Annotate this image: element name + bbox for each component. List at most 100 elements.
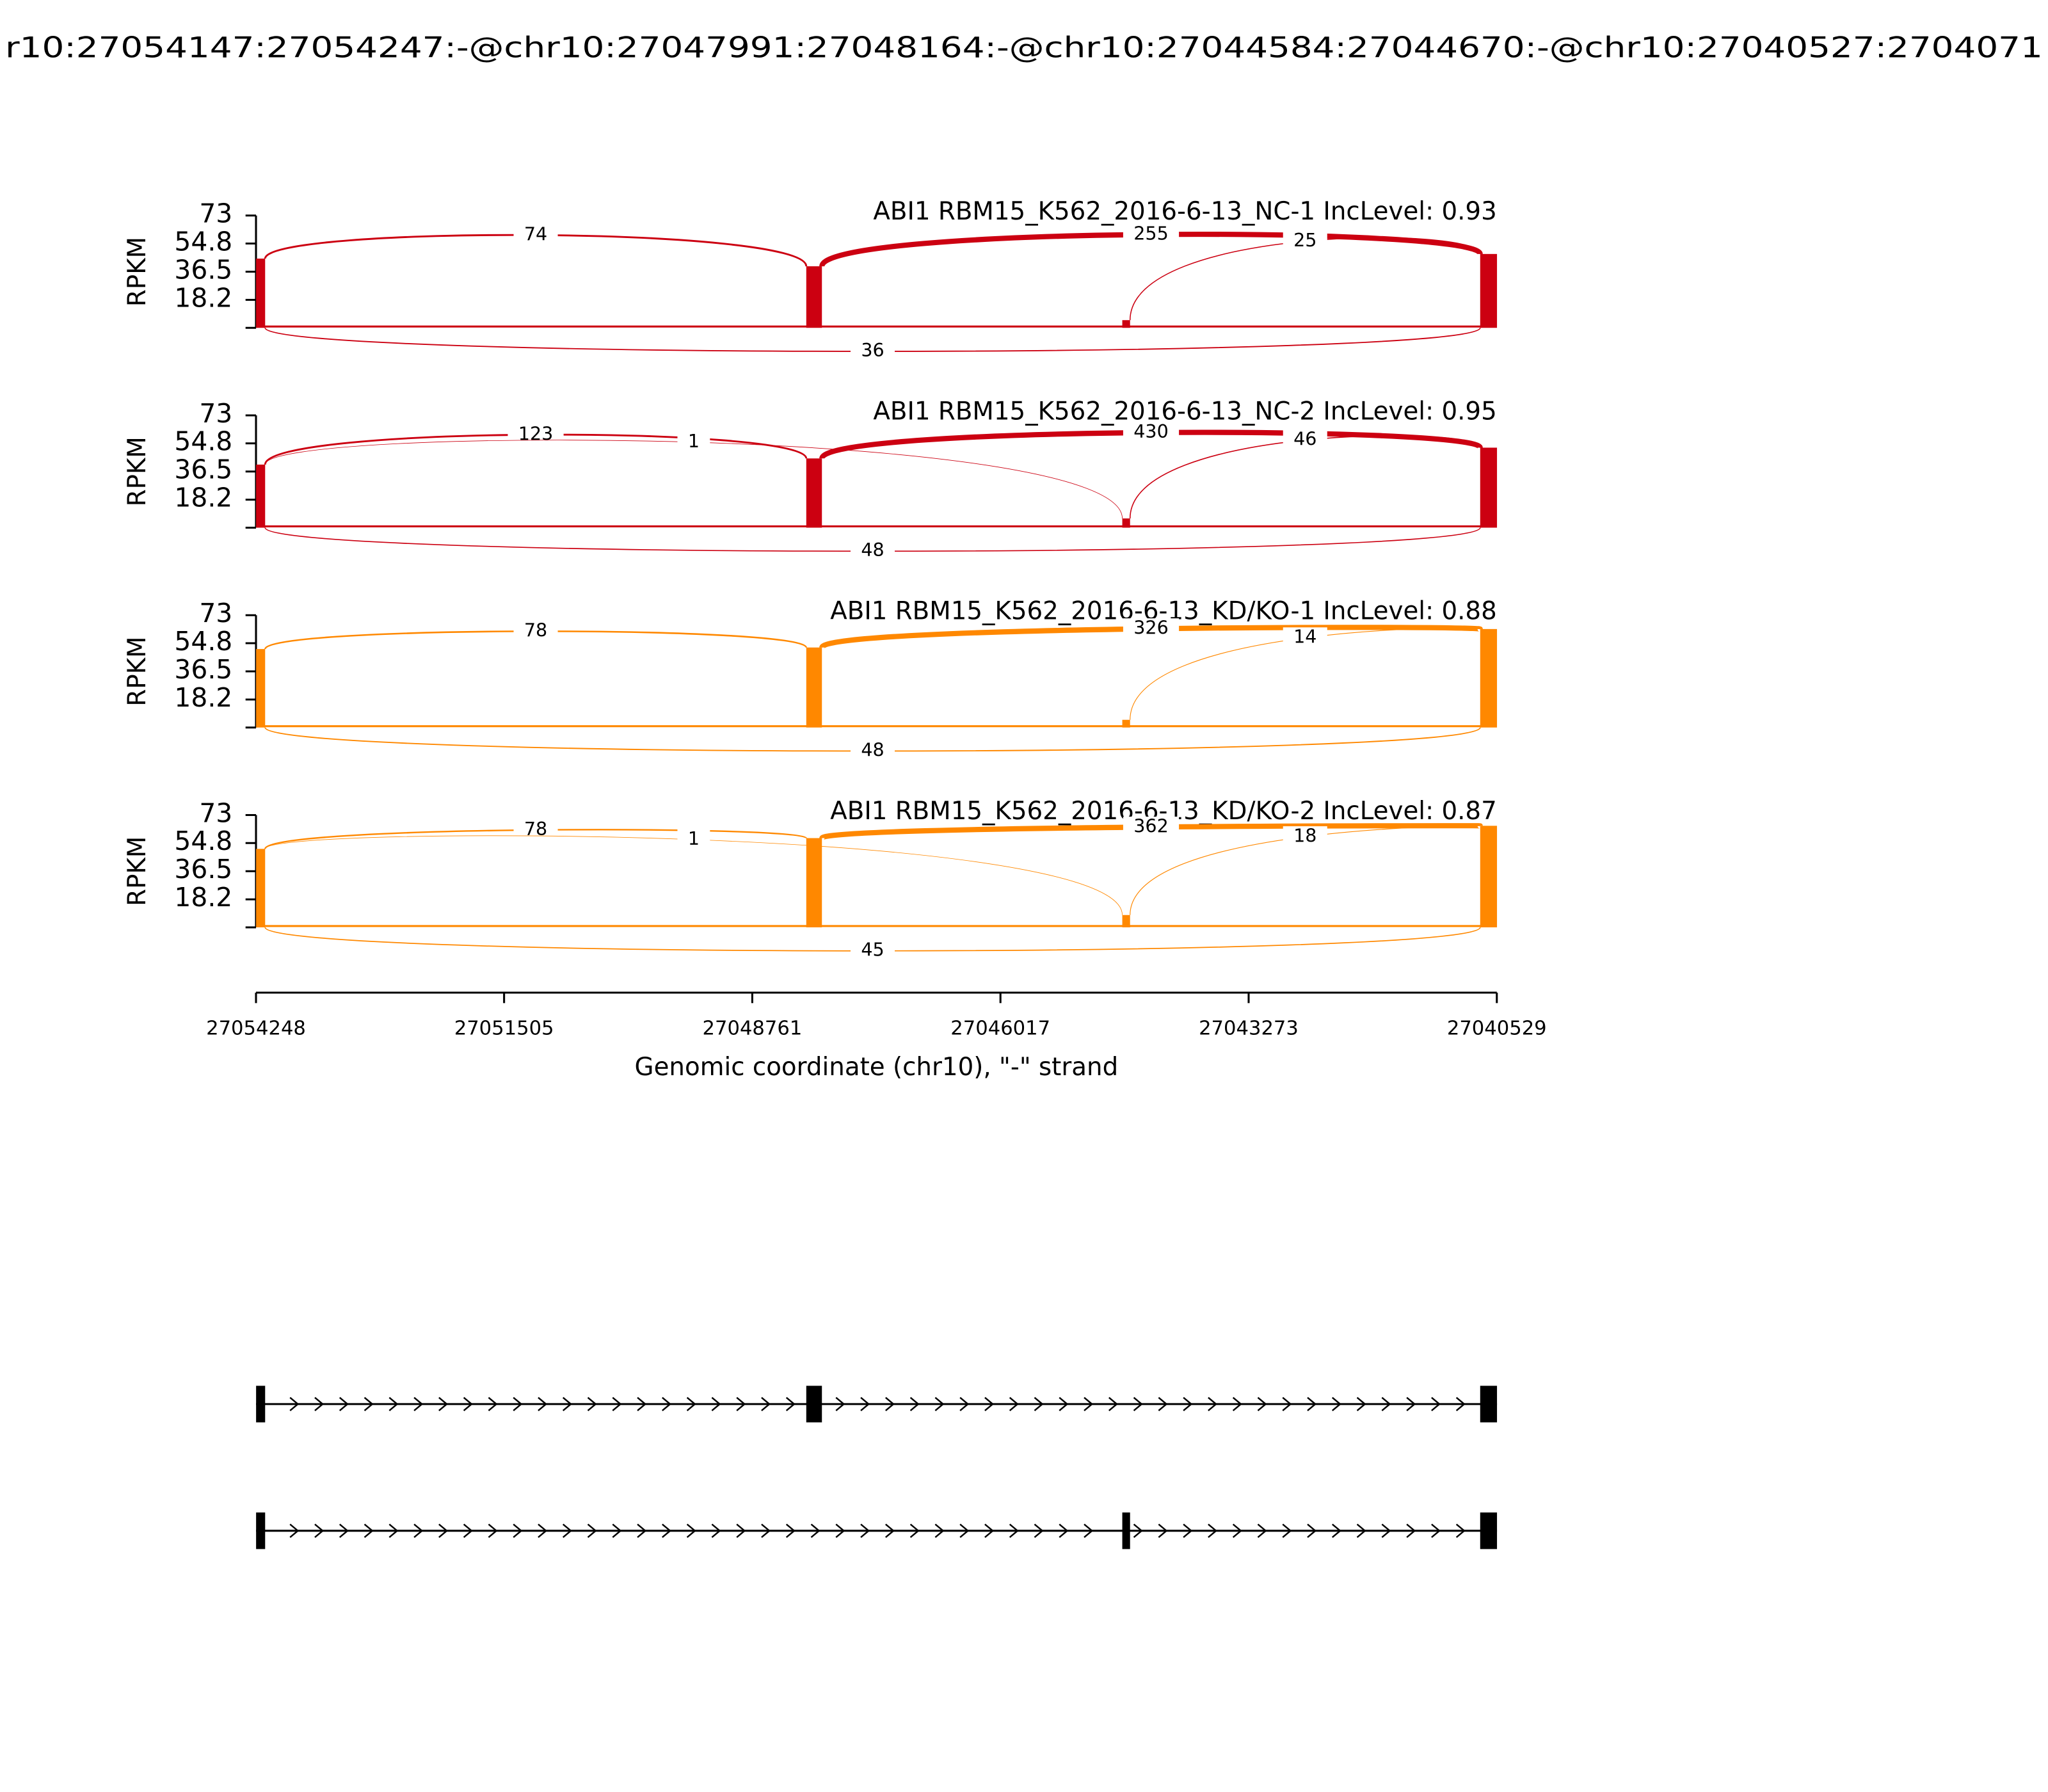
strand-chevron [562,1396,572,1412]
junction-label-bg [851,340,895,362]
junction-label: 36 [861,339,884,361]
coverage-bar [1122,320,1130,328]
strand-chevron [1232,1396,1242,1412]
y-tick-label: 73 [199,797,232,828]
strand-chevron [1356,1396,1366,1412]
coverage-bar [806,458,822,528]
strand-chevron [1331,1523,1341,1538]
y-axis-label: RPKM [123,436,152,506]
strand-chevron [637,1396,647,1412]
strand-chevron [959,1523,970,1538]
exon [256,1512,266,1549]
strand-chevron [438,1523,449,1538]
strand-chevron [1009,1396,1019,1412]
strand-chevron [637,1523,647,1538]
strand-chevron [1455,1396,1466,1412]
strand-chevron [513,1523,523,1538]
strand-chevron [1158,1523,1168,1538]
strand-chevron [662,1396,671,1412]
junction-label-bg [513,819,558,841]
strand-chevron [1059,1396,1069,1412]
x-tick-label: 27043273 [1199,1018,1299,1040]
junction-label-bg [513,621,558,642]
junction-label-bg [677,431,710,453]
strand-chevron [686,1523,696,1538]
coverage-bar [256,259,266,328]
strand-chevron [538,1523,548,1538]
strand-chevron [289,1396,300,1412]
chart-title: r10:27054147:27054247:-@chr10:27047991:2… [5,31,2043,65]
coverage-bar [1480,447,1498,528]
junction-label: 78 [524,818,547,840]
strand-chevron [1183,1396,1193,1412]
junction-label-bg [513,224,558,246]
y-tick-label: 36.5 [174,654,232,685]
y-tick-label: 54.8 [174,826,232,856]
strand-chevron [934,1523,945,1538]
junction-label-bg [1283,627,1327,648]
panel-title: ABI1 RBM15_K562_2016-6-13_NC-2 IncLevel:… [873,397,1496,426]
strand-chevron [1381,1396,1391,1412]
strand-chevron [1257,1523,1267,1538]
strand-chevron [388,1523,399,1538]
strand-chevron [314,1523,324,1538]
junction-label: 74 [524,223,547,244]
strand-chevron [909,1396,920,1412]
y-tick-label: 18.2 [174,682,232,713]
junction-label-bg [1123,224,1180,245]
strand-chevron [364,1523,374,1538]
junction-label-bg [1283,429,1327,451]
strand-chevron [835,1396,845,1412]
strand-chevron [413,1396,424,1412]
junction-label-bg [1123,618,1180,639]
strand-chevron [860,1396,870,1412]
coverage-bar [256,849,266,927]
junction-label: 1 [688,828,700,849]
junction-label: 14 [1293,626,1316,648]
strand-chevron [662,1523,671,1538]
junction-label: 18 [1293,824,1316,846]
strand-chevron [339,1396,349,1412]
strand-chevron [1406,1523,1416,1538]
strand-chevron [909,1523,920,1538]
strand-chevron [810,1523,820,1538]
strand-chevron [785,1396,796,1412]
strand-chevron [438,1396,449,1412]
strand-chevron [1009,1523,1019,1538]
strand-chevron [364,1396,374,1412]
y-axis-label: RPKM [123,836,152,906]
strand-chevron [860,1523,870,1538]
junction-label: 45 [861,939,884,961]
strand-chevron [1133,1396,1143,1412]
strand-chevron [1282,1396,1292,1412]
y-tick-label: 73 [199,598,232,628]
strand-chevron [711,1396,721,1412]
y-tick-label: 73 [199,198,232,229]
coverage-bar [1122,719,1130,728]
strand-chevron [463,1396,473,1412]
junction-label-bg [1283,826,1327,847]
junction-label-bg [1283,230,1327,252]
x-tick-label: 27046017 [950,1018,1050,1040]
strand-chevron [488,1396,498,1412]
strand-chevron [1282,1523,1292,1538]
y-tick-label: 18.2 [174,483,232,513]
coverage-bar [1122,518,1130,528]
strand-chevron [1208,1523,1218,1538]
strand-chevron [1034,1523,1044,1538]
strand-chevron [959,1396,970,1412]
x-tick-label: 27040529 [1447,1018,1547,1040]
x-tick-label: 27048761 [703,1018,803,1040]
junction-label-bg [851,540,895,562]
strand-chevron [1158,1396,1168,1412]
strand-chevron [1183,1523,1193,1538]
strand-chevron [686,1396,696,1412]
coverage-bar [806,266,822,328]
junction-label: 48 [861,539,884,561]
junction-label-bg [508,424,564,445]
strand-chevron [1455,1523,1466,1538]
strand-chevron [1133,1523,1143,1538]
junction-label: 255 [1133,222,1169,244]
strand-chevron [538,1396,548,1412]
